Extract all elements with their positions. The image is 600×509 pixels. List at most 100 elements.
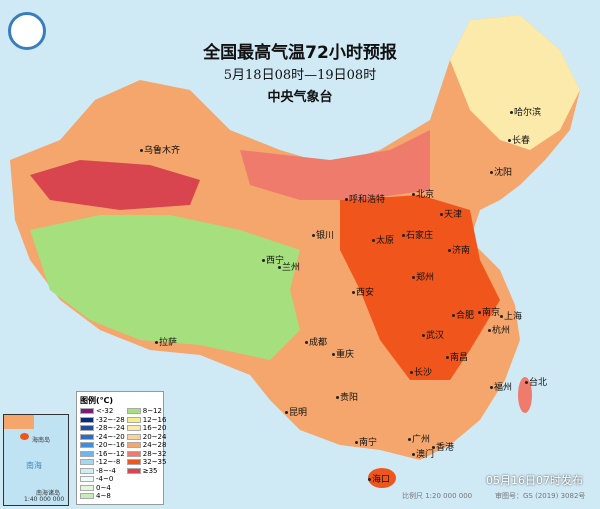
city-label: 南宁	[355, 435, 377, 448]
legend: 图例(℃) <-32 -32~-28 -28~-24 -24~-20 -20~-16 -1…	[76, 391, 167, 505]
legend-swatch	[126, 433, 141, 440]
city-label: 昆明	[285, 405, 307, 418]
legend-item: <-32	[80, 407, 125, 416]
legend-item: 24~28	[126, 441, 167, 450]
city-label: 兰州	[278, 260, 300, 273]
legend-item: -24~-20	[80, 433, 125, 442]
city-label: 济南	[448, 243, 470, 256]
city-label: 沈阳	[490, 165, 512, 178]
legend-label: -4~0	[96, 475, 114, 484]
legend-item: -16~-12	[80, 450, 125, 459]
city-label: 长春	[508, 133, 530, 146]
legend-item: ≥35	[126, 466, 167, 476]
legend-item: -4~0	[80, 475, 125, 484]
northeast-cool-region	[450, 15, 580, 150]
legend-label: ≥35	[142, 466, 158, 475]
legend-swatch	[80, 416, 94, 423]
city-label: 合肥	[452, 308, 474, 321]
legend-item: -32~-28	[80, 416, 125, 425]
legend-label: 8~12	[142, 407, 162, 416]
legend-item: 16~20	[126, 424, 167, 433]
tarim-hot-region	[30, 160, 200, 210]
city-label: 天津	[440, 207, 462, 220]
legend-label: -24~-20	[96, 432, 125, 441]
city-label: 贵阳	[336, 390, 358, 403]
legend-swatch	[80, 459, 94, 466]
map-title: 全国最高气温72小时预报	[203, 43, 397, 63]
legend-label: 32~35	[142, 458, 167, 467]
legend-swatch	[126, 450, 141, 457]
legend-item: -20~-16	[80, 441, 125, 450]
city-label: 郑州	[412, 270, 434, 283]
legend-item: 8~12	[126, 407, 167, 416]
city-label: 武汉	[422, 328, 444, 341]
city-label: 福州	[490, 380, 512, 393]
legend-label: -8~-4	[96, 466, 116, 475]
city-label: 香港	[432, 440, 454, 453]
legend-label: <-32	[96, 407, 114, 416]
inner-mongolia-hot-region	[240, 130, 430, 200]
city-label: 杭州	[488, 323, 510, 336]
city-label: 西安	[352, 285, 374, 298]
city-label: 拉萨	[155, 335, 177, 348]
city-label: 重庆	[332, 347, 354, 360]
legend-swatch	[126, 467, 141, 474]
legend-label: -32~-28	[96, 415, 125, 424]
legend-item: 20~24	[126, 432, 167, 442]
legend-item: -28~-24	[80, 424, 125, 433]
city-label: 上海	[500, 309, 522, 322]
city-label: 海口	[368, 472, 390, 485]
city-label: 成都	[305, 335, 327, 348]
legend-swatch	[80, 425, 94, 432]
legend-swatch	[80, 433, 94, 440]
legend-item: -12~-8	[80, 458, 125, 467]
legend-swatch	[126, 459, 141, 466]
inset-island-label: 海南岛	[32, 437, 51, 444]
legend-swatch	[80, 484, 94, 491]
inset-islands-label: 南海诸岛	[36, 490, 61, 497]
agency-name: 中央气象台	[267, 90, 333, 105]
issued-time: 05月16日07时发布	[486, 474, 583, 487]
city-label: 南昌	[446, 350, 468, 363]
legend-label: 12~16	[142, 415, 167, 424]
city-label: 哈尔滨	[510, 105, 541, 118]
legend-label: -16~-12	[96, 449, 125, 458]
city-label: 台北	[525, 375, 547, 388]
legend-item: 28~32	[126, 449, 167, 459]
legend-label: 20~24	[142, 432, 167, 441]
map-scale: 比例尺 1:20 000 000	[402, 492, 473, 500]
legend-item: -8~-4	[80, 467, 125, 476]
city-label: 银川	[312, 228, 334, 241]
legend-label: 28~32	[142, 449, 167, 458]
city-label: 西宁	[262, 253, 284, 266]
legend-swatch	[80, 450, 94, 457]
inset-scale: 1:40 000 000	[24, 496, 65, 503]
legend-swatch	[80, 493, 94, 500]
legend-label: 4~8	[96, 492, 111, 501]
legend-label: -28~-24	[96, 424, 125, 433]
legend-title: 图例(℃)	[80, 396, 113, 405]
inset-sea-label: 南海	[26, 461, 42, 470]
legend-swatch	[80, 408, 94, 415]
legend-label: 24~28	[142, 441, 167, 450]
city-label: 呼和浩特	[345, 192, 385, 205]
legend-label: -12~-8	[96, 458, 121, 467]
south-china-sea-inset: 海南岛 南海 南海诸岛 1:40 000 000	[3, 414, 69, 506]
city-label: 澳门	[412, 447, 434, 460]
legend-swatch	[126, 425, 141, 432]
legend-swatch	[80, 442, 94, 449]
map-subtitle: 5月18日08时—19日08时	[223, 68, 377, 83]
city-label: 北京	[412, 187, 434, 200]
city-label: 南京	[478, 305, 500, 318]
cma-logo	[8, 12, 46, 50]
city-label: 石家庄	[402, 228, 433, 241]
legend-item: 4~8	[80, 492, 125, 501]
legend-swatch	[126, 416, 141, 423]
city-label: 太原	[372, 233, 394, 246]
legend-swatch	[80, 467, 94, 474]
legend-label: 0~4	[96, 483, 111, 492]
legend-item: 0~4	[80, 484, 125, 493]
legend-item: 12~16	[126, 415, 167, 425]
legend-label: 16~20	[142, 424, 167, 433]
